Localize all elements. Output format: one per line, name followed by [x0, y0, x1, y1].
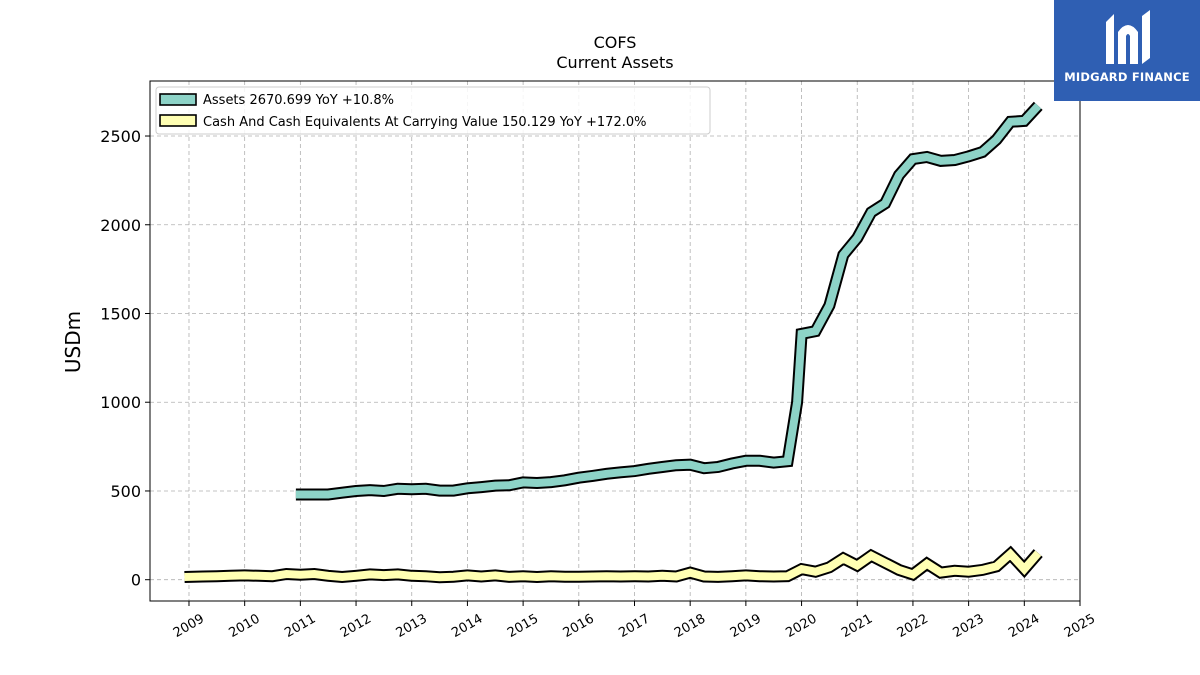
x-tick-label: 2021	[839, 611, 875, 641]
x-tick-label: 2010	[227, 611, 263, 641]
series-layer	[184, 101, 1043, 584]
x-tick-label: 2013	[394, 611, 430, 641]
series-line-assets	[295, 103, 1042, 499]
plot-frame	[149, 80, 1081, 602]
legend-label-assets: Assets 2670.699 YoY +10.8%	[203, 93, 394, 108]
x-tick-label: 2011	[282, 611, 318, 641]
y-tick-label: 500	[110, 482, 141, 501]
x-tick-label: 2018	[672, 611, 708, 641]
x-tick-label: 2019	[728, 611, 764, 641]
y-tick-label: 2500	[100, 127, 141, 146]
series-outline-assets	[295, 101, 1043, 501]
y-axis-label: USDm	[61, 311, 85, 373]
x-tick-label: 2023	[950, 611, 986, 641]
chart-title: COFS	[594, 33, 637, 52]
legend-box	[155, 86, 711, 135]
x-tick-label: 2014	[449, 611, 485, 641]
x-tick-label: 2017	[616, 611, 652, 641]
x-tick-label: 2012	[338, 611, 374, 641]
x-tick-label: 2009	[171, 611, 207, 641]
y-tick-label: 2000	[100, 216, 141, 235]
x-tick-label: 2020	[783, 611, 819, 641]
series-line-cash	[184, 548, 1042, 582]
y-ticks: 0 500 1000 1500 2000 2500	[100, 127, 150, 590]
x-ticks: 2009 2010 2011 2012 2013 2014 2015 2016 2017 2018…	[171, 601, 1098, 641]
logo-text: MIDGARD FINANCE	[1064, 70, 1190, 84]
legend-swatch-cash	[159, 114, 197, 127]
logo-mark-icon	[1106, 10, 1150, 64]
legend-swatch-assets	[159, 93, 197, 106]
x-tick-label: 2025	[1062, 611, 1098, 641]
x-tick-label: 2016	[561, 611, 597, 641]
x-tick-label: 2015	[505, 611, 541, 641]
legend: Assets 2670.699 YoY +10.8% Cash And Cash…	[155, 86, 711, 135]
x-tick-label: 2024	[1006, 611, 1042, 641]
legend-label-cash: Cash And Cash Equivalents At Carrying Va…	[203, 115, 646, 130]
y-tick-label: 1500	[100, 304, 141, 323]
chart-subtitle: Current Assets	[556, 53, 673, 72]
brand-logo: MIDGARD FINANCE	[1054, 0, 1200, 101]
y-tick-label: 0	[131, 571, 141, 590]
y-tick-label: 1000	[100, 393, 141, 412]
x-tick-label: 2022	[895, 611, 931, 641]
